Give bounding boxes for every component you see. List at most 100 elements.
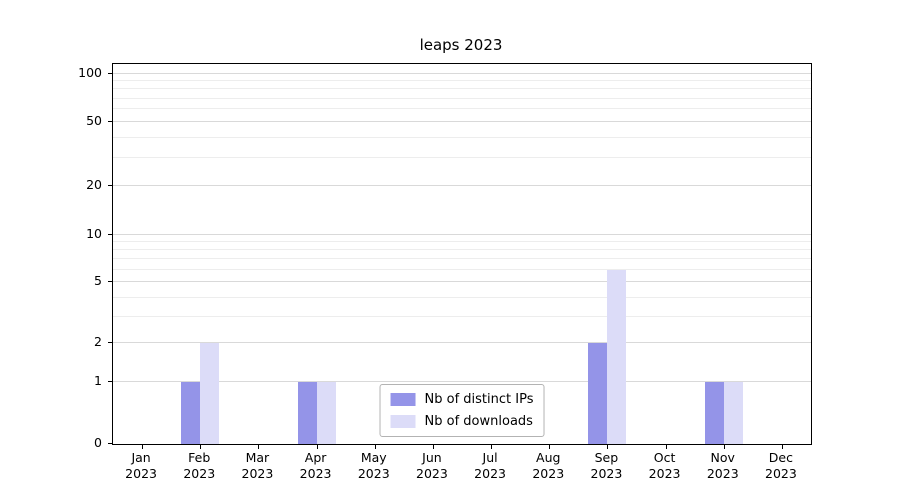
gridline-minor <box>113 240 811 242</box>
y-axis-tick-mark <box>108 381 113 383</box>
bar-nb-of-downloads-apr <box>316 382 336 444</box>
legend-entry-downloads: Nb of downloads <box>390 414 534 429</box>
x-tick-month: Feb <box>188 450 211 465</box>
x-tick-month: Apr <box>304 450 327 465</box>
x-axis-tick-mark <box>549 445 551 449</box>
gridline-minor <box>113 249 811 250</box>
x-axis-tick-label: Jun 2023 <box>416 450 448 482</box>
x-tick-year: 2023 <box>299 466 332 481</box>
x-axis-tick-mark <box>607 445 609 449</box>
bar-nb-of-downloads-sep <box>607 269 627 444</box>
gridline-minor <box>113 315 811 317</box>
x-axis-tick-mark <box>723 445 725 449</box>
y-axis-tick-label: 10 <box>86 225 102 241</box>
y-axis-tick-mark <box>108 121 113 123</box>
x-axis-tick-mark <box>374 445 376 449</box>
bar-nb-of-downloads-nov <box>723 382 743 444</box>
x-tick-year: 2023 <box>357 466 390 481</box>
x-tick-month: Dec <box>768 450 793 465</box>
x-tick-year: 2023 <box>765 466 797 481</box>
x-tick-month: May <box>360 450 387 465</box>
x-tick-month: Jan <box>131 450 151 465</box>
gridline-minor <box>113 136 811 138</box>
x-tick-month: Jun <box>422 450 442 465</box>
gridline-minor <box>113 296 811 298</box>
plot-area: Nb of distinct IPs Nb of downloads <box>108 63 812 449</box>
y-axis-tick-mark <box>108 72 113 74</box>
x-axis-tick-label: Sep 2023 <box>591 450 623 482</box>
gridline-major <box>113 185 811 187</box>
gridline-minor <box>113 80 811 82</box>
legend-swatch-distinct-ips <box>390 393 416 406</box>
y-axis-tick-label: 20 <box>86 177 102 193</box>
x-axis-tick-mark <box>432 445 434 449</box>
legend-label-downloads: Nb of downloads <box>424 414 533 429</box>
legend-entry-distinct-ips: Nb of distinct IPs <box>390 392 534 407</box>
y-axis-tick-mark <box>108 281 113 283</box>
legend-swatch-downloads <box>390 415 416 428</box>
x-axis-tick-label: May 2023 <box>358 450 390 482</box>
x-tick-year: 2023 <box>183 466 216 481</box>
gridline-minor <box>113 258 811 260</box>
y-axis-tick-label: 100 <box>78 64 102 80</box>
x-axis-tick-mark <box>142 445 144 449</box>
x-axis-tick-label: Nov 2023 <box>707 450 739 482</box>
legend-label-distinct-ips: Nb of distinct IPs <box>424 392 534 407</box>
bar-nb-of-distinct-ips-apr <box>297 382 317 444</box>
x-axis-tick-label: Apr 2023 <box>300 450 332 482</box>
y-axis-tick-label: 5 <box>94 273 102 289</box>
y-axis-tick-label: 2 <box>94 334 102 350</box>
gridline-major <box>113 281 811 283</box>
chart-title: leaps 2023 <box>419 36 503 54</box>
x-axis: Jan 2023 Feb 2023 Mar 2023 Apr 2023 May 2023 Jun 20… <box>112 450 810 486</box>
y-axis: 0 1 2 5 10 20 50 100 <box>0 63 102 450</box>
x-tick-year: 2023 <box>241 466 274 481</box>
x-axis-tick-mark <box>781 445 783 449</box>
y-axis-tick-mark <box>108 185 113 187</box>
x-axis-tick-label: Oct 2023 <box>649 450 681 482</box>
gridline-major <box>113 72 811 74</box>
y-axis-tick-label: 1 <box>94 373 102 389</box>
gridline-minor <box>113 88 811 90</box>
gridline-minor <box>113 97 811 99</box>
x-axis-tick-label: Jul 2023 <box>474 450 506 482</box>
gridline-minor <box>113 156 811 158</box>
x-tick-month: Nov <box>710 450 735 465</box>
y-axis-tick-mark <box>108 443 113 444</box>
x-tick-year: 2023 <box>416 466 448 481</box>
x-tick-year: 2023 <box>706 466 739 481</box>
x-axis-tick-label: Dec 2023 <box>765 450 797 482</box>
y-axis-tick-mark <box>108 233 113 235</box>
x-tick-year: 2023 <box>125 466 157 481</box>
bar-nb-of-distinct-ips-nov <box>704 382 724 444</box>
y-axis-tick-label: 0 <box>94 435 102 450</box>
x-tick-year: 2023 <box>648 466 681 481</box>
bar-nb-of-distinct-ips-sep <box>588 343 608 444</box>
gridline-major <box>113 233 811 235</box>
y-axis-tick-mark <box>108 342 113 344</box>
y-axis-tick-label: 50 <box>86 113 102 129</box>
x-tick-year: 2023 <box>532 466 565 481</box>
x-axis-tick-mark <box>316 445 318 449</box>
x-axis-tick-mark <box>665 445 667 449</box>
x-tick-year: 2023 <box>474 466 506 481</box>
x-tick-month: Oct <box>653 450 676 465</box>
gridline-minor <box>113 268 811 270</box>
x-tick-month: Aug <box>536 450 561 465</box>
bar-nb-of-downloads-feb <box>200 343 220 444</box>
bar-nb-of-distinct-ips-feb <box>181 382 201 444</box>
x-axis-tick-mark <box>491 445 493 449</box>
x-axis-tick-label: Feb 2023 <box>183 450 215 482</box>
x-tick-year: 2023 <box>590 466 623 481</box>
x-axis-tick-label: Mar 2023 <box>242 450 274 482</box>
x-tick-month: Sep <box>594 450 619 465</box>
x-tick-month: Mar <box>245 450 270 465</box>
gridline-minor <box>113 108 811 110</box>
x-axis-tick-mark <box>200 445 202 449</box>
x-axis-tick-label: Aug 2023 <box>532 450 564 482</box>
x-axis-tick-label: Jan 2023 <box>125 450 157 482</box>
legend: Nb of distinct IPs Nb of downloads <box>379 384 545 437</box>
x-axis-tick-mark <box>258 445 260 449</box>
gridline-major <box>113 121 811 123</box>
